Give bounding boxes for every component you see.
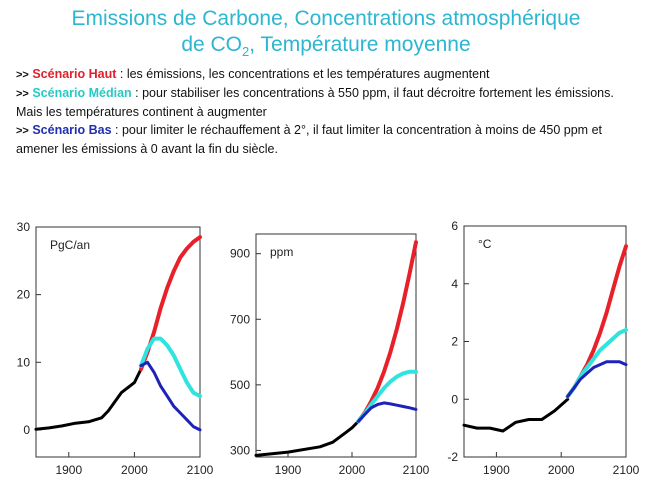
emissions-chart: 1900 2000 2100 0 10 20 30 PgC/an bbox=[17, 220, 214, 477]
y-tick-label: 0 bbox=[451, 392, 458, 406]
series-line-historical bbox=[254, 419, 360, 457]
title-line-1: Emissions de Carbone, Concentrations atm… bbox=[71, 7, 581, 30]
scenario-bas-label: Scénario Bas bbox=[32, 123, 112, 137]
scenario-haut-label: Scénario Haut bbox=[32, 67, 117, 81]
bullet-arrow: >> bbox=[16, 69, 29, 81]
y-tick-label: 900 bbox=[230, 247, 250, 261]
x-tick-label: 1900 bbox=[275, 463, 302, 477]
series-line-bas bbox=[139, 360, 202, 432]
bullet-bas: >> Scénario Bas : pour limiter le réchau… bbox=[16, 121, 616, 158]
series-line-historical bbox=[462, 397, 570, 433]
slide-title: Emissions de Carbone, Concentrations atm… bbox=[0, 6, 652, 65]
y-tick-label: 0 bbox=[23, 423, 30, 437]
x-tick-label: 2000 bbox=[121, 463, 148, 477]
x-tick-label: 2000 bbox=[339, 463, 366, 477]
title-line-2-prefix: de CO bbox=[181, 33, 243, 56]
temperature-chart: 1900 2000 2100 -2 0 2 4 6 °C bbox=[447, 219, 639, 477]
unit-label: °C bbox=[478, 237, 492, 251]
scenario-bas-text: : pour limiter le réchauffement à 2°, il… bbox=[16, 123, 602, 156]
y-tick-label: 2 bbox=[451, 335, 458, 349]
y-tick-label: 500 bbox=[230, 378, 250, 392]
y-tick-label: 30 bbox=[17, 220, 31, 234]
bullet-arrow: >> bbox=[16, 125, 29, 137]
y-tick-label: -2 bbox=[447, 450, 458, 464]
axes: 1900 2000 2100 -2 0 2 4 6 bbox=[447, 219, 639, 477]
y-tick-label: 10 bbox=[17, 355, 31, 369]
scenario-haut-text: : les émissions, les concentrations et l… bbox=[116, 67, 490, 81]
bullet-median: >> Scénario Médian : pour stabiliser les… bbox=[16, 84, 616, 121]
scenario-median-text: : pour stabiliser les concentrations à 5… bbox=[16, 86, 614, 119]
plot-frame bbox=[463, 225, 627, 458]
y-tick-label: 300 bbox=[230, 443, 250, 457]
axes: 1900 2000 2100 300 500 700 900 bbox=[230, 233, 430, 477]
x-tick-label: 2100 bbox=[187, 463, 214, 477]
series-line-bas bbox=[356, 401, 418, 423]
bullet-arrow: >> bbox=[16, 88, 29, 100]
axes: 1900 2000 2100 0 10 20 30 bbox=[17, 220, 214, 477]
series-line-historical bbox=[34, 367, 143, 431]
x-tick-label: 2100 bbox=[403, 463, 430, 477]
scenario-median-label: Scénario Médian bbox=[32, 86, 132, 100]
series-line-bas bbox=[566, 360, 628, 398]
bullet-haut: >> Scénario Haut : les émissions, les co… bbox=[16, 65, 616, 84]
unit-label: ppm bbox=[270, 245, 293, 259]
y-tick-label: 4 bbox=[451, 277, 458, 291]
title-subscript: 2 bbox=[242, 44, 250, 60]
series-line-haut bbox=[356, 240, 418, 424]
scenario-descriptions: >> Scénario Haut : les émissions, les co… bbox=[16, 65, 616, 158]
title-line-2-suffix: , Température moyenne bbox=[249, 33, 471, 56]
x-tick-label: 1900 bbox=[55, 463, 82, 477]
unit-label: PgC/an bbox=[50, 238, 90, 252]
x-tick-label: 1900 bbox=[483, 463, 510, 477]
concentration-chart: 1900 2000 2100 300 500 700 900 ppm bbox=[230, 233, 430, 477]
plot-frame bbox=[255, 233, 417, 458]
y-tick-label: 700 bbox=[230, 312, 250, 326]
title-line-2: de CO2, Température moyenne bbox=[0, 32, 652, 65]
y-tick-label: 6 bbox=[451, 219, 458, 233]
x-tick-label: 2100 bbox=[613, 463, 640, 477]
series-line-haut bbox=[565, 244, 628, 399]
plot-frame bbox=[35, 226, 201, 458]
y-tick-label: 20 bbox=[17, 288, 31, 302]
x-tick-label: 2000 bbox=[548, 463, 575, 477]
series-line-median bbox=[139, 336, 202, 399]
